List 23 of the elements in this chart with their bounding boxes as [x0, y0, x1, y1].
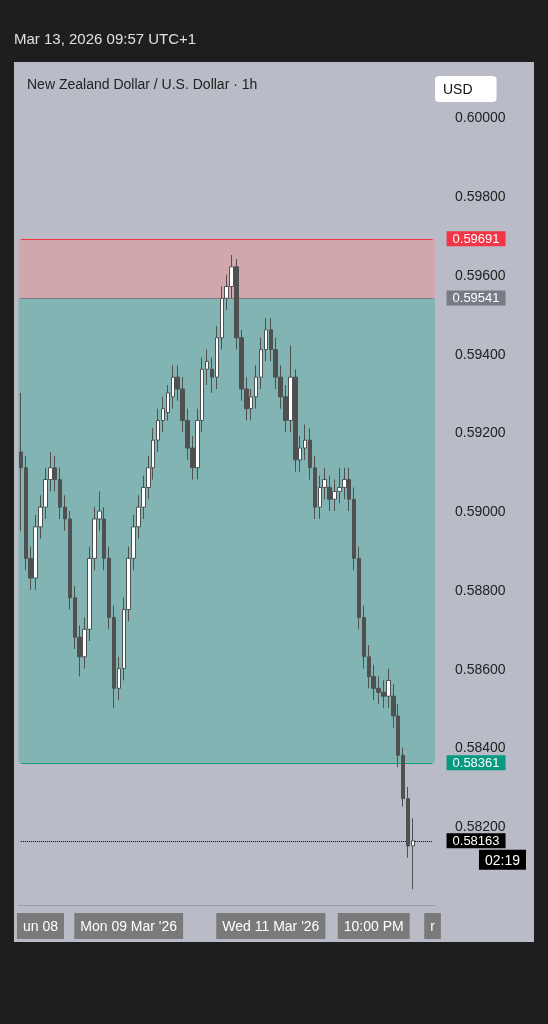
x-tick-label: 10:00 PM [343, 918, 404, 934]
y-tick-label: 0.58400 [455, 739, 506, 756]
ref-line-label: 0.59691 [452, 231, 500, 247]
y-tick-label: 0.59400 [455, 345, 506, 362]
text: New Zealand Dollar / U.S. Dollar · 1h [27, 76, 258, 92]
y-tick-label: 0.59800 [455, 187, 506, 204]
x-tick-label: un 08 [22, 918, 59, 934]
y-tick-label: 0.58200 [455, 818, 506, 835]
text: 02:19 [484, 851, 521, 868]
ref-line-label: 0.59541 [452, 290, 500, 306]
x-tick-label: Mon 09 Mar '26 [80, 918, 178, 934]
y-tick-label: 0.59600 [455, 266, 506, 283]
y-tick-label: 0.59200 [455, 424, 506, 441]
y-tick-label: 0.59000 [455, 503, 506, 520]
ref-line-label: 0.58163 [452, 833, 500, 849]
y-tick-label: 0.58600 [455, 660, 506, 677]
ref-line-label: 0.58361 [452, 755, 500, 771]
text: Mar 13, 2026 09:57 UTC+1 [14, 30, 197, 47]
x-tick-label: r [430, 918, 436, 934]
y-tick-label: 0.58800 [455, 581, 506, 598]
x-tick-label: Wed 11 Mar '26 [222, 918, 320, 934]
y-tick-label: 0.60000 [455, 109, 506, 126]
y-axis-title: USD [443, 81, 473, 97]
